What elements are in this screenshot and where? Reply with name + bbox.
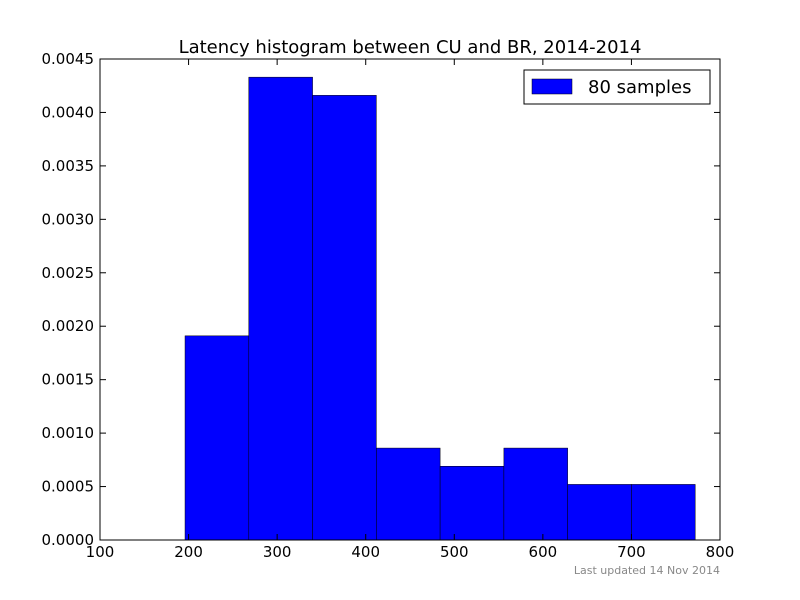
x-axis: 100 200 300 400 500 600 700 800 [86,59,735,561]
y-tick-label: 0.0040 [42,103,95,121]
y-tick-label: 0.0000 [42,531,95,549]
y-tick-label: 0.0025 [42,264,95,282]
x-tick-label: 200 [174,543,203,561]
histogram-bar-5 [439,465,505,541]
x-tick-label: 100 [86,543,115,561]
y-axis: 0.0000 0.0005 0.0010 0.0015 0.0020 0.0025 0.00… [42,50,720,549]
y-tick-label: 0.0030 [42,210,95,228]
chart-title: Latency histogram between CU and BR, 201… [179,37,642,58]
x-tick-label: 500 [440,543,469,561]
y-tick-label: 0.0045 [42,50,95,68]
histogram-bar-4 [376,447,441,541]
x-tick-label: 700 [617,543,646,561]
y-tick-label: 0.0035 [42,157,95,175]
y-tick-label: 0.0015 [42,371,95,389]
histogram-bar-6 [503,447,568,541]
legend-label-80-samples: 80 samples [588,77,691,98]
histogram-bar-2 [248,76,313,541]
histogram-bar-7 [567,484,632,541]
bars-group [184,76,696,541]
legend: 80 samples [523,69,711,105]
x-tick-label: 800 [706,543,735,561]
y-tick-label: 0.0005 [42,478,95,496]
legend-swatch-80-samples [531,78,573,95]
histogram-bar-3 [312,95,377,541]
y-tick-label: 0.0020 [42,317,95,335]
x-tick-label: 400 [351,543,380,561]
histogram-bar-8 [631,484,696,541]
x-tick-label: 600 [529,543,558,561]
last-updated-note: Last updated 14 Nov 2014 [574,564,720,577]
histogram-bar-1 [184,335,250,541]
plot-area-frame [99,58,721,541]
x-tick-label: 300 [263,543,292,561]
y-tick-label: 0.0010 [42,424,95,442]
